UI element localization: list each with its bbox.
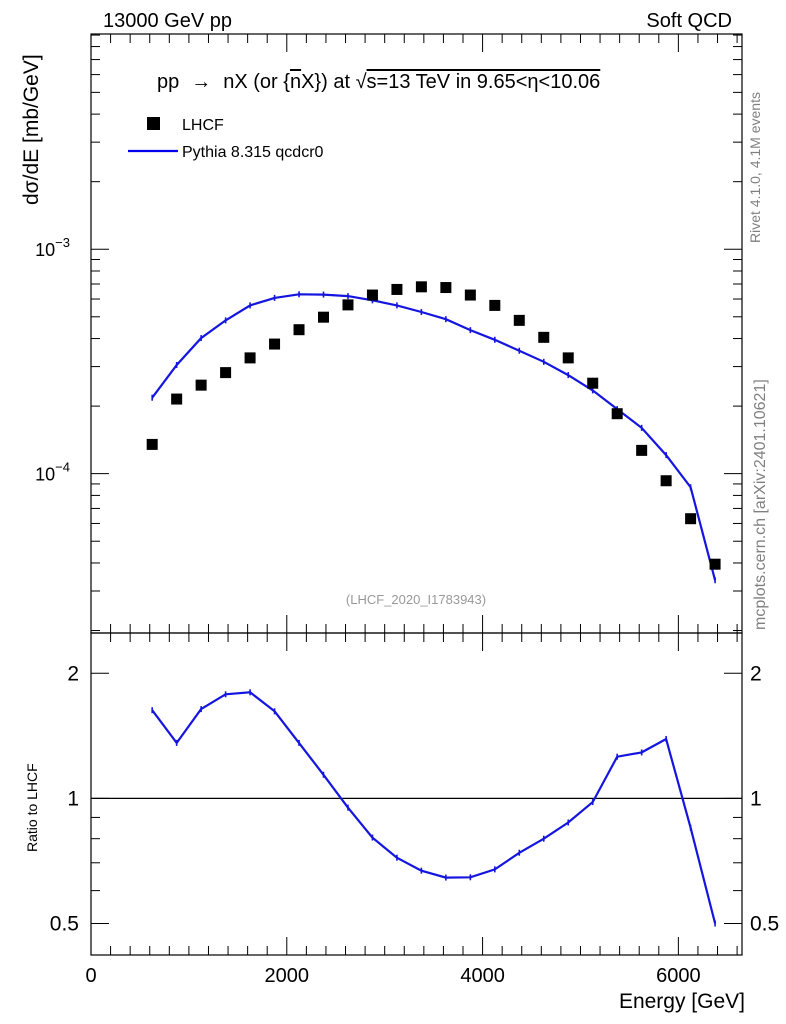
lhcf-point — [171, 393, 183, 405]
x-tick-label: 0 — [85, 965, 96, 987]
lhcf-point — [366, 289, 378, 301]
ratio-curve — [151, 691, 717, 924]
title-post: X}) at — [301, 71, 355, 93]
lhcf-point — [538, 331, 550, 343]
main-axis-ticks: 10−310−4 — [35, 34, 742, 633]
ratio-y-tick-label-left: 2 — [67, 662, 79, 685]
lhcf-point — [587, 377, 599, 389]
lhcf-point — [611, 408, 623, 420]
main-y-tick-base: 10 — [35, 465, 55, 485]
title-mid: nX (or { — [223, 71, 290, 93]
lhcf-point — [293, 324, 305, 336]
lhcf-point — [464, 289, 476, 301]
legend-lhcf-marker-icon — [147, 117, 160, 130]
rivet-label: Rivet 4.1.0, 4.1M events — [747, 92, 763, 243]
ratio-y-tick-label-left: 0.5 — [50, 913, 79, 936]
main-y-axis-title: dσ/dE [mb/GeV] — [20, 54, 43, 205]
main-y-tick-label: 10−4 — [35, 460, 70, 485]
ratio-y-tick-label-left: 1 — [67, 787, 79, 810]
header-right: Soft QCD — [646, 10, 732, 32]
x-tick-label: 2000 — [265, 965, 310, 987]
lhcf-point — [562, 352, 574, 364]
plot-title: pp → nX (or {nX}) at √s=13 TeV in 9.65<η<1… — [157, 71, 600, 93]
title-s-text: s=13 TeV in 9.65<η<10.06 — [367, 71, 601, 93]
ratio-y-tick-label-right: 0.5 — [750, 913, 779, 936]
header-left: 13000 GeV pp — [103, 10, 232, 32]
pythia-curve — [151, 293, 717, 581]
ratio-axis-ticks: 0.5 0.5 1 1 2 2 0 2000 4000 6000 — [50, 633, 779, 987]
title-nbar: n — [290, 71, 301, 93]
ratio-series-group — [151, 689, 717, 927]
main-series-group — [146, 281, 721, 584]
main-y-tick-label: 10−3 — [35, 235, 70, 260]
x-tick-label: 4000 — [460, 965, 505, 987]
main-y-tick-base: 10 — [35, 240, 55, 260]
lhcf-point — [513, 314, 525, 326]
lhcf-point — [244, 352, 256, 364]
lhcf-point — [440, 282, 452, 294]
lhcf-point — [318, 311, 329, 323]
lhcf-point — [709, 558, 721, 570]
lhcf-point — [660, 475, 672, 487]
lhcf-point — [146, 438, 158, 450]
lhcf-point — [342, 299, 354, 311]
lhcf-point — [415, 281, 427, 293]
title-pp: pp — [157, 71, 179, 93]
lhcf-point — [195, 379, 207, 391]
ratio-plot-frame — [90, 632, 743, 956]
title-sqrt: √ — [356, 71, 367, 93]
main-y-tick-exp: −3 — [55, 235, 70, 250]
lhcf-point — [220, 367, 232, 379]
main-y-tick-exp: −4 — [55, 460, 70, 475]
lhcf-point — [489, 299, 501, 311]
lhcf-point — [685, 513, 697, 525]
analysis-id: (LHCF_2020_I1783943) — [346, 592, 486, 607]
ratio-y-tick-label-right: 1 — [750, 787, 762, 810]
lhcf-point — [269, 338, 281, 350]
lhcf-point — [391, 283, 403, 295]
x-tick-label: 6000 — [656, 965, 701, 987]
ratio-y-tick-label-right: 2 — [750, 662, 762, 685]
ratio-y-axis-title: Ratio to LHCF — [24, 763, 40, 852]
mcplots-label: mcplots.cern.ch [arXiv:2401.10621] — [752, 379, 769, 630]
lhcf-point — [636, 444, 648, 456]
x-axis-title: Energy [GeV] — [619, 990, 745, 1013]
legend-pythia-label: Pythia 8.315 qcdcr0 — [182, 144, 324, 161]
title-arrow: → — [191, 71, 211, 93]
legend-lhcf-label: LHCF — [182, 117, 224, 134]
